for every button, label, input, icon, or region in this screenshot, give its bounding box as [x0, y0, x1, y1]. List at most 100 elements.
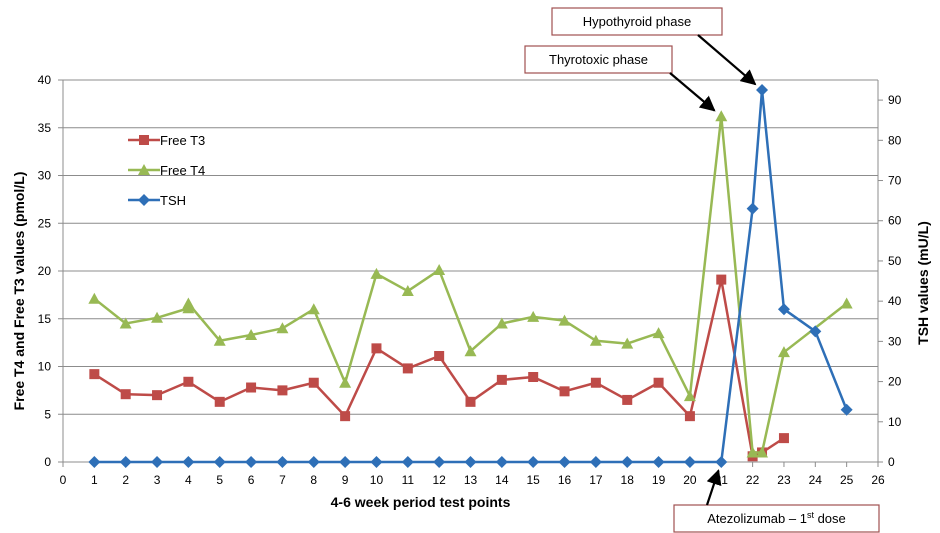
free-t3-point: [778, 433, 789, 444]
free-t3-point: [120, 389, 131, 400]
free-t3-point: [590, 377, 601, 388]
tsh-point: [652, 456, 665, 468]
x-tick-label: 3: [154, 473, 161, 487]
free-t3-point: [622, 394, 633, 405]
y-right-tick-label: 0: [888, 455, 895, 469]
x-tick-label: 18: [621, 473, 635, 487]
tsh-point: [589, 456, 602, 468]
tsh-point: [245, 456, 258, 468]
y-right-tick-label: 20: [888, 375, 902, 389]
y-left-tick-label: 15: [38, 312, 52, 326]
x-tick-label: 1: [91, 473, 98, 487]
x-axis-title: 4-6 week period test points: [331, 494, 511, 510]
x-tick-label: 19: [652, 473, 666, 487]
free-t4-point: [495, 317, 508, 329]
free-t4-line: [93, 115, 848, 454]
x-tick-label: 11: [402, 473, 415, 487]
tsh-point: [213, 456, 226, 468]
tsh-point: [433, 456, 446, 468]
annotation-3-box: [673, 504, 880, 533]
free-t4-point: [558, 314, 571, 326]
free-t4-point: [652, 327, 665, 339]
tsh-point: [464, 456, 477, 468]
tsh-point: [715, 456, 728, 468]
tsh-point: [182, 456, 195, 468]
free-t3-point: [89, 369, 100, 380]
x-tick-label: 8: [310, 473, 317, 487]
x-tick-label: 6: [248, 473, 255, 487]
free-t4-point: [88, 292, 101, 304]
annotation-3-label: Atezolizumab – 1st dose: [707, 510, 846, 526]
x-tick-label: 10: [370, 473, 384, 487]
legend-free-t3-label: Free T3: [160, 133, 205, 148]
free-t4-point: [683, 390, 696, 402]
free-t3-point: [152, 390, 163, 401]
annotation-2-label: Thyrotoxic phase: [549, 52, 648, 67]
annotation-1-box: [551, 7, 723, 36]
free-t4-point: [401, 285, 414, 297]
tsh-point: [370, 456, 383, 468]
free-t3-point: [528, 372, 539, 383]
y-left-tick-label: 5: [44, 407, 51, 421]
free-t4-point: [756, 446, 769, 458]
tsh-point: [276, 456, 289, 468]
x-tick-label: 20: [683, 473, 697, 487]
y-right-tick-label: 80: [888, 133, 902, 147]
free-t3-point: [340, 411, 351, 422]
free-t4-point: [464, 345, 477, 357]
free-t4-point: [777, 346, 790, 358]
free-t3-point: [465, 396, 476, 407]
x-tick-label: 12: [432, 473, 446, 487]
y-right-tick-label: 50: [888, 254, 902, 268]
free-t4-point: [433, 264, 446, 276]
free-t4-point: [527, 310, 540, 322]
free-t4-point: [119, 317, 132, 329]
free-t4-point: [715, 110, 728, 122]
y-axis-left-title: Free T4 and Free T3 values (pmol/L): [11, 172, 27, 411]
free-t4-point: [245, 328, 258, 340]
x-tick-label: 17: [589, 473, 603, 487]
y-right-tick-label: 70: [888, 174, 902, 188]
x-tick-label: 15: [527, 473, 541, 487]
tsh-point: [809, 325, 822, 338]
x-tick-label: 22: [746, 473, 760, 487]
free-t3-point: [402, 363, 413, 374]
free-t3-line: [93, 278, 785, 458]
tsh-point: [621, 456, 634, 468]
tsh-point: [339, 456, 352, 468]
free-t3-point: [653, 377, 664, 388]
x-tick-label: 23: [777, 473, 791, 487]
y-axis-right-title: TSH values (mU/L): [915, 221, 931, 345]
legend: Free T3 Free T4 TSH: [128, 133, 205, 208]
tsh-point: [151, 456, 164, 468]
tsh-point: [840, 403, 853, 416]
free-t3-point: [371, 343, 382, 354]
tsh-point: [307, 456, 320, 468]
free-t4-point: [589, 334, 602, 346]
free-t3-point: [214, 396, 225, 407]
free-t4-point: [621, 337, 634, 349]
gridlines: [63, 79, 878, 415]
free-t3-point: [716, 274, 727, 285]
free-t4-point: [182, 297, 195, 309]
tsh-point: [746, 202, 759, 215]
tsh-point: [88, 456, 101, 468]
annotation-2-box: [524, 45, 673, 74]
tsh-point: [558, 456, 571, 468]
y-right-tick-label: 60: [888, 214, 902, 228]
tsh-point: [119, 456, 132, 468]
x-tick-label: 25: [840, 473, 854, 487]
y-left-tick-label: 25: [38, 216, 52, 230]
x-tick-label: 13: [464, 473, 478, 487]
free-t4-point: [370, 267, 383, 279]
y-right-tick-label: 40: [888, 294, 902, 308]
x-tick-label: 14: [495, 473, 509, 487]
tsh-point: [527, 456, 540, 468]
free-t3-point: [308, 377, 319, 388]
x-tick-label: 16: [558, 473, 572, 487]
y-right-tick-label: 90: [888, 93, 902, 107]
free-t4-point: [339, 376, 352, 388]
legend-free-t4-marker: [138, 164, 150, 175]
legend-free-t4-label: Free T4: [160, 163, 205, 178]
x-tick-label: 5: [216, 473, 223, 487]
